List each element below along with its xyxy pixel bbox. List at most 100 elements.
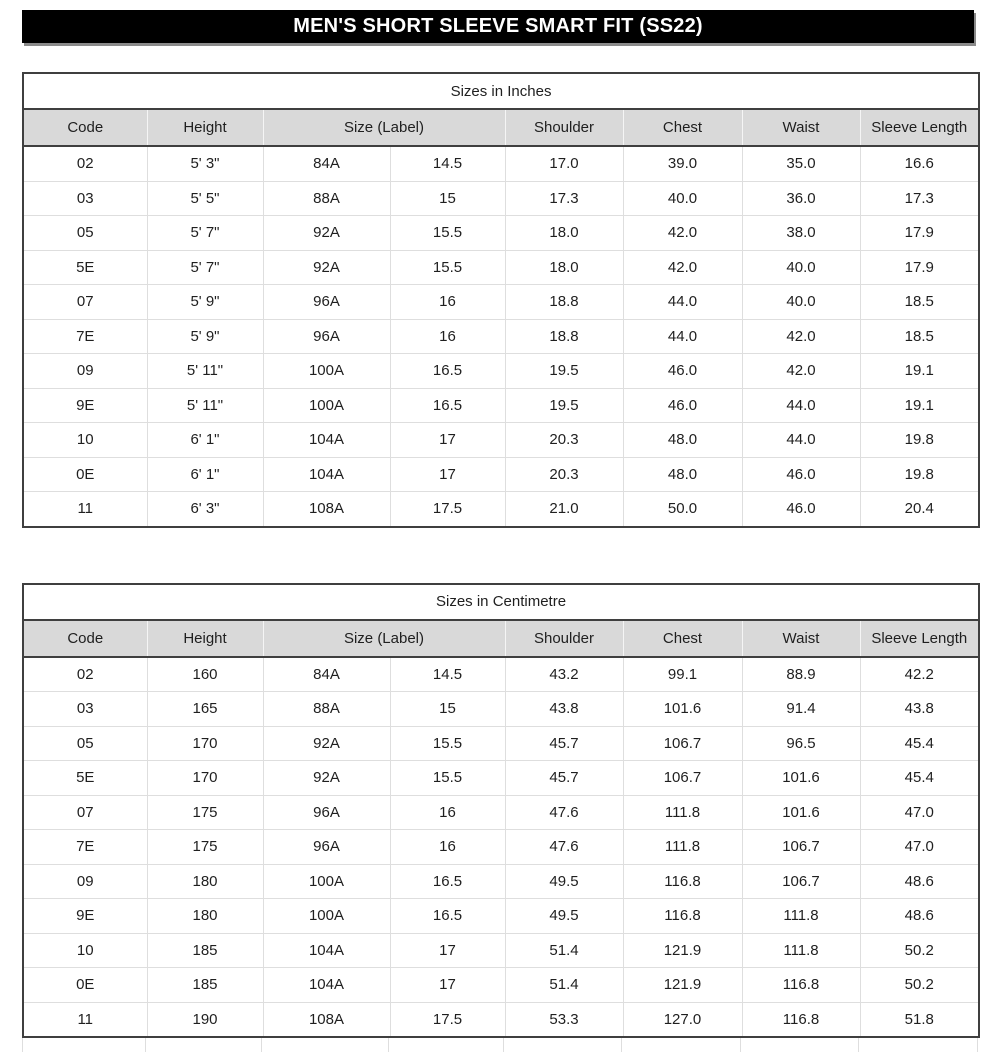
table-cell: 99.1 <box>622 656 743 692</box>
table-cell: 48.0 <box>622 422 743 458</box>
table-cell: 18.0 <box>504 249 624 285</box>
table-cell: 5' 9" <box>146 318 264 354</box>
table-row: 7E 5' 9" 96A 16 18.8 44.0 42.0 18.5 <box>22 318 980 354</box>
table-cell: 116.8 <box>741 967 861 1003</box>
grid-line-stub <box>504 1038 622 1052</box>
table-cell: 46.0 <box>622 387 743 423</box>
column-header-size-label: Size (Label) <box>262 109 506 147</box>
table-cell: 108A <box>262 1001 391 1037</box>
column-header-code: Code <box>22 109 148 147</box>
table-cell: 07 <box>22 794 148 830</box>
table-row: 02 5' 3" 84A 14.5 17.0 39.0 35.0 16.6 <box>22 145 980 182</box>
table-cell: 5' 7" <box>146 215 264 251</box>
table-cell: 106.7 <box>622 760 743 796</box>
table-cell: 88A <box>262 180 391 216</box>
table-cell: 42.0 <box>741 353 861 389</box>
table-row: 0E 6' 1" 104A 17 20.3 48.0 46.0 19.8 <box>22 456 980 492</box>
table-cell: 16.5 <box>389 863 506 899</box>
table-cell: 116.8 <box>741 1001 861 1037</box>
table-cell: 16 <box>389 284 506 320</box>
column-header-height: Height <box>146 109 264 147</box>
table-cell: 17.3 <box>504 180 624 216</box>
table-cell: 16.5 <box>389 387 506 423</box>
table-cell: 15 <box>389 691 506 727</box>
table-cell: 16.6 <box>859 145 980 182</box>
table-cell: 180 <box>146 898 264 934</box>
table-cell: 19.1 <box>859 387 980 423</box>
table-body: 02 160 84A 14.5 43.2 99.1 88.9 42.2 03 165 88A 15 43… <box>22 656 980 1037</box>
table-cell: 127.0 <box>622 1001 743 1037</box>
table-cell: 47.0 <box>859 794 980 830</box>
table-cell: 7E <box>22 318 148 354</box>
table-cell: 15.5 <box>389 760 506 796</box>
table-cell: 47.0 <box>859 829 980 865</box>
table-cell: 40.0 <box>741 249 861 285</box>
table-cell: 50.2 <box>859 967 980 1003</box>
page-title: MEN'S SHORT SLEEVE SMART FIT (SS22) <box>293 15 703 37</box>
table-cell: 17.0 <box>504 145 624 182</box>
table-cell: 17.3 <box>859 180 980 216</box>
table-cell: 42.2 <box>859 656 980 692</box>
table-cell: 17.9 <box>859 249 980 285</box>
clipped-grid-row <box>22 1038 978 1052</box>
table-cell: 47.6 <box>504 829 624 865</box>
table-cell: 9E <box>22 387 148 423</box>
table-cell: 46.0 <box>741 491 861 527</box>
table-cell: 96A <box>262 829 391 865</box>
table-cell: 35.0 <box>741 145 861 182</box>
table-cell: 17 <box>389 422 506 458</box>
table-cell: 18.8 <box>504 284 624 320</box>
table-cell: 14.5 <box>389 656 506 692</box>
table-cell: 16.5 <box>389 898 506 934</box>
table-cell: 36.0 <box>741 180 861 216</box>
table-cell: 106.7 <box>741 863 861 899</box>
table-cell: 104A <box>262 456 391 492</box>
table-cell: 42.0 <box>622 215 743 251</box>
table-cell: 44.0 <box>622 284 743 320</box>
table-cell: 40.0 <box>622 180 743 216</box>
table-row: 5E 170 92A 15.5 45.7 106.7 101.6 45.4 <box>22 760 980 796</box>
table-row: 9E 5' 11" 100A 16.5 19.5 46.0 44.0 19.1 <box>22 387 980 423</box>
table-cell: 43.8 <box>504 691 624 727</box>
table-cell: 5' 11" <box>146 353 264 389</box>
table-cell: 05 <box>22 215 148 251</box>
table-cell: 39.0 <box>622 145 743 182</box>
table-cell: 11 <box>22 1001 148 1037</box>
grid-line-stub <box>859 1038 978 1052</box>
table-cell: 44.0 <box>741 387 861 423</box>
table-cell: 175 <box>146 794 264 830</box>
table-cell: 111.8 <box>741 932 861 968</box>
table-cell: 88A <box>262 691 391 727</box>
table-cell: 92A <box>262 760 391 796</box>
table-cell: 17 <box>389 456 506 492</box>
table-cell: 96A <box>262 318 391 354</box>
table-cell: 49.5 <box>504 863 624 899</box>
table-cell: 51.8 <box>859 1001 980 1037</box>
column-header-sleeve-length: Sleeve Length <box>859 109 980 147</box>
table-cell: 116.8 <box>622 898 743 934</box>
table-cell: 106.7 <box>622 725 743 761</box>
table-cell: 111.8 <box>622 794 743 830</box>
table-cell: 05 <box>22 725 148 761</box>
grid-line-stub <box>741 1038 859 1052</box>
table-row: 02 160 84A 14.5 43.2 99.1 88.9 42.2 <box>22 656 980 692</box>
table-row: 07 5' 9" 96A 16 18.8 44.0 40.0 18.5 <box>22 284 980 320</box>
table-cell: 51.4 <box>504 932 624 968</box>
table-cell: 5E <box>22 249 148 285</box>
table-cell: 11 <box>22 491 148 527</box>
table-cell: 45.7 <box>504 725 624 761</box>
table-cell: 165 <box>146 691 264 727</box>
table-cell: 92A <box>262 215 391 251</box>
table-cell: 51.4 <box>504 967 624 1003</box>
table-cell: 20.4 <box>859 491 980 527</box>
column-header-waist: Waist <box>741 619 861 658</box>
table-cell: 48.6 <box>859 898 980 934</box>
table-cell: 121.9 <box>622 967 743 1003</box>
page-title-banner: MEN'S SHORT SLEEVE SMART FIT (SS22) <box>22 10 974 43</box>
table-cell: 19.1 <box>859 353 980 389</box>
table-cell: 17 <box>389 932 506 968</box>
table-cell: 96A <box>262 284 391 320</box>
table-cell: 10 <box>22 422 148 458</box>
table-cell: 160 <box>146 656 264 692</box>
table-cell: 16 <box>389 829 506 865</box>
